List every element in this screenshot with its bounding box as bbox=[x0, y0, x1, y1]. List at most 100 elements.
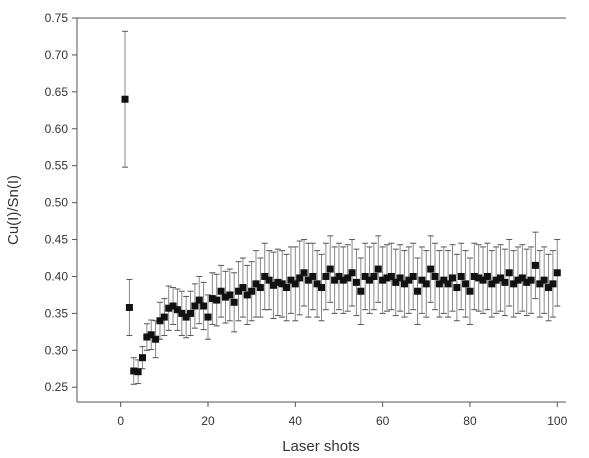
data-point bbox=[527, 276, 535, 284]
x-tick-label: 80 bbox=[463, 414, 477, 428]
data-point bbox=[173, 306, 181, 314]
data-point bbox=[261, 272, 269, 280]
data-point bbox=[370, 272, 378, 280]
data-point bbox=[409, 272, 417, 280]
data-point bbox=[466, 287, 474, 295]
data-point bbox=[156, 317, 164, 325]
data-point bbox=[278, 280, 286, 288]
data-point bbox=[400, 280, 408, 288]
data-point bbox=[453, 284, 461, 292]
data-point bbox=[427, 265, 435, 273]
data-point bbox=[344, 274, 352, 282]
data-point bbox=[274, 278, 282, 286]
data-point bbox=[187, 309, 195, 317]
data-point bbox=[414, 287, 422, 295]
data-point bbox=[326, 265, 334, 273]
data-point bbox=[169, 302, 177, 310]
data-point bbox=[221, 293, 229, 301]
data-point bbox=[488, 280, 496, 288]
y-tick-label: 0.70 bbox=[45, 48, 69, 62]
data-point bbox=[348, 269, 356, 277]
data-point bbox=[497, 274, 505, 282]
y-tick-label: 0.75 bbox=[45, 11, 69, 25]
data-point bbox=[191, 302, 199, 310]
data-point bbox=[283, 284, 291, 292]
data-point bbox=[531, 261, 539, 269]
data-point bbox=[195, 296, 203, 304]
y-tick-label: 0.55 bbox=[45, 159, 69, 173]
data-point bbox=[492, 276, 500, 284]
data-point bbox=[125, 303, 133, 311]
data-point bbox=[479, 276, 487, 284]
data-point bbox=[143, 333, 151, 341]
data-point bbox=[226, 291, 234, 299]
data-point bbox=[505, 269, 513, 277]
data-point bbox=[540, 276, 548, 284]
data-point bbox=[318, 284, 325, 292]
data-point bbox=[405, 276, 413, 284]
data-point bbox=[208, 295, 216, 303]
data-point bbox=[448, 274, 456, 282]
y-tick-label: 0.45 bbox=[45, 233, 69, 247]
data-point bbox=[296, 274, 304, 282]
data-point bbox=[431, 272, 439, 280]
data-point bbox=[444, 280, 452, 288]
data-point bbox=[322, 272, 330, 280]
plot-frame bbox=[76, 17, 566, 403]
x-tick-label: 60 bbox=[376, 414, 390, 428]
data-point bbox=[483, 272, 491, 280]
data-point bbox=[152, 335, 160, 343]
data-point bbox=[457, 272, 465, 280]
data-points bbox=[121, 30, 561, 385]
data-point bbox=[200, 302, 208, 310]
data-point bbox=[252, 280, 260, 288]
data-point bbox=[313, 280, 321, 288]
data-point bbox=[138, 354, 146, 362]
data-point bbox=[339, 276, 347, 284]
data-point bbox=[291, 280, 299, 288]
data-point bbox=[392, 278, 400, 286]
data-point bbox=[553, 269, 561, 277]
y-tick-label: 0.35 bbox=[45, 306, 69, 320]
data-point bbox=[361, 272, 369, 280]
data-point bbox=[440, 276, 448, 284]
data-point bbox=[374, 265, 382, 273]
data-point bbox=[331, 276, 339, 284]
data-point bbox=[182, 313, 190, 321]
x-tick-label: 0 bbox=[117, 414, 124, 428]
data-point bbox=[383, 274, 391, 282]
data-point bbox=[475, 274, 483, 282]
data-point bbox=[235, 287, 243, 295]
data-point bbox=[265, 276, 273, 284]
data-point bbox=[470, 272, 478, 280]
y-axis-title: Cu(I)/Sn(I) bbox=[5, 175, 22, 245]
data-point bbox=[462, 280, 470, 288]
data-point bbox=[514, 276, 522, 284]
data-point bbox=[134, 368, 142, 376]
data-point bbox=[501, 278, 509, 286]
x-tick-label: 40 bbox=[289, 414, 303, 428]
data-point bbox=[287, 276, 295, 284]
data-point bbox=[418, 276, 426, 284]
data-point bbox=[366, 276, 374, 284]
x-axis-ticks: 0 20 40 60 80 100 bbox=[117, 402, 568, 428]
data-point bbox=[523, 278, 531, 286]
x-tick-label: 20 bbox=[201, 414, 215, 428]
data-point bbox=[213, 296, 221, 304]
y-axis-ticks: 0.25 0.30 0.35 0.40 0.45 0.50 0.55 0.60 0.65 0.70… bbox=[45, 11, 77, 394]
data-point bbox=[352, 278, 360, 286]
y-tick-label: 0.65 bbox=[45, 85, 69, 99]
data-point bbox=[335, 272, 343, 280]
data-point bbox=[248, 287, 256, 295]
data-point bbox=[357, 287, 365, 295]
data-point bbox=[217, 287, 225, 295]
data-point bbox=[165, 304, 173, 312]
data-point bbox=[147, 331, 155, 339]
data-point bbox=[518, 274, 526, 282]
y-tick-label: 0.30 bbox=[45, 343, 69, 357]
data-point bbox=[300, 269, 308, 277]
data-point bbox=[160, 313, 168, 321]
data-point bbox=[256, 284, 264, 292]
data-point bbox=[304, 276, 312, 284]
